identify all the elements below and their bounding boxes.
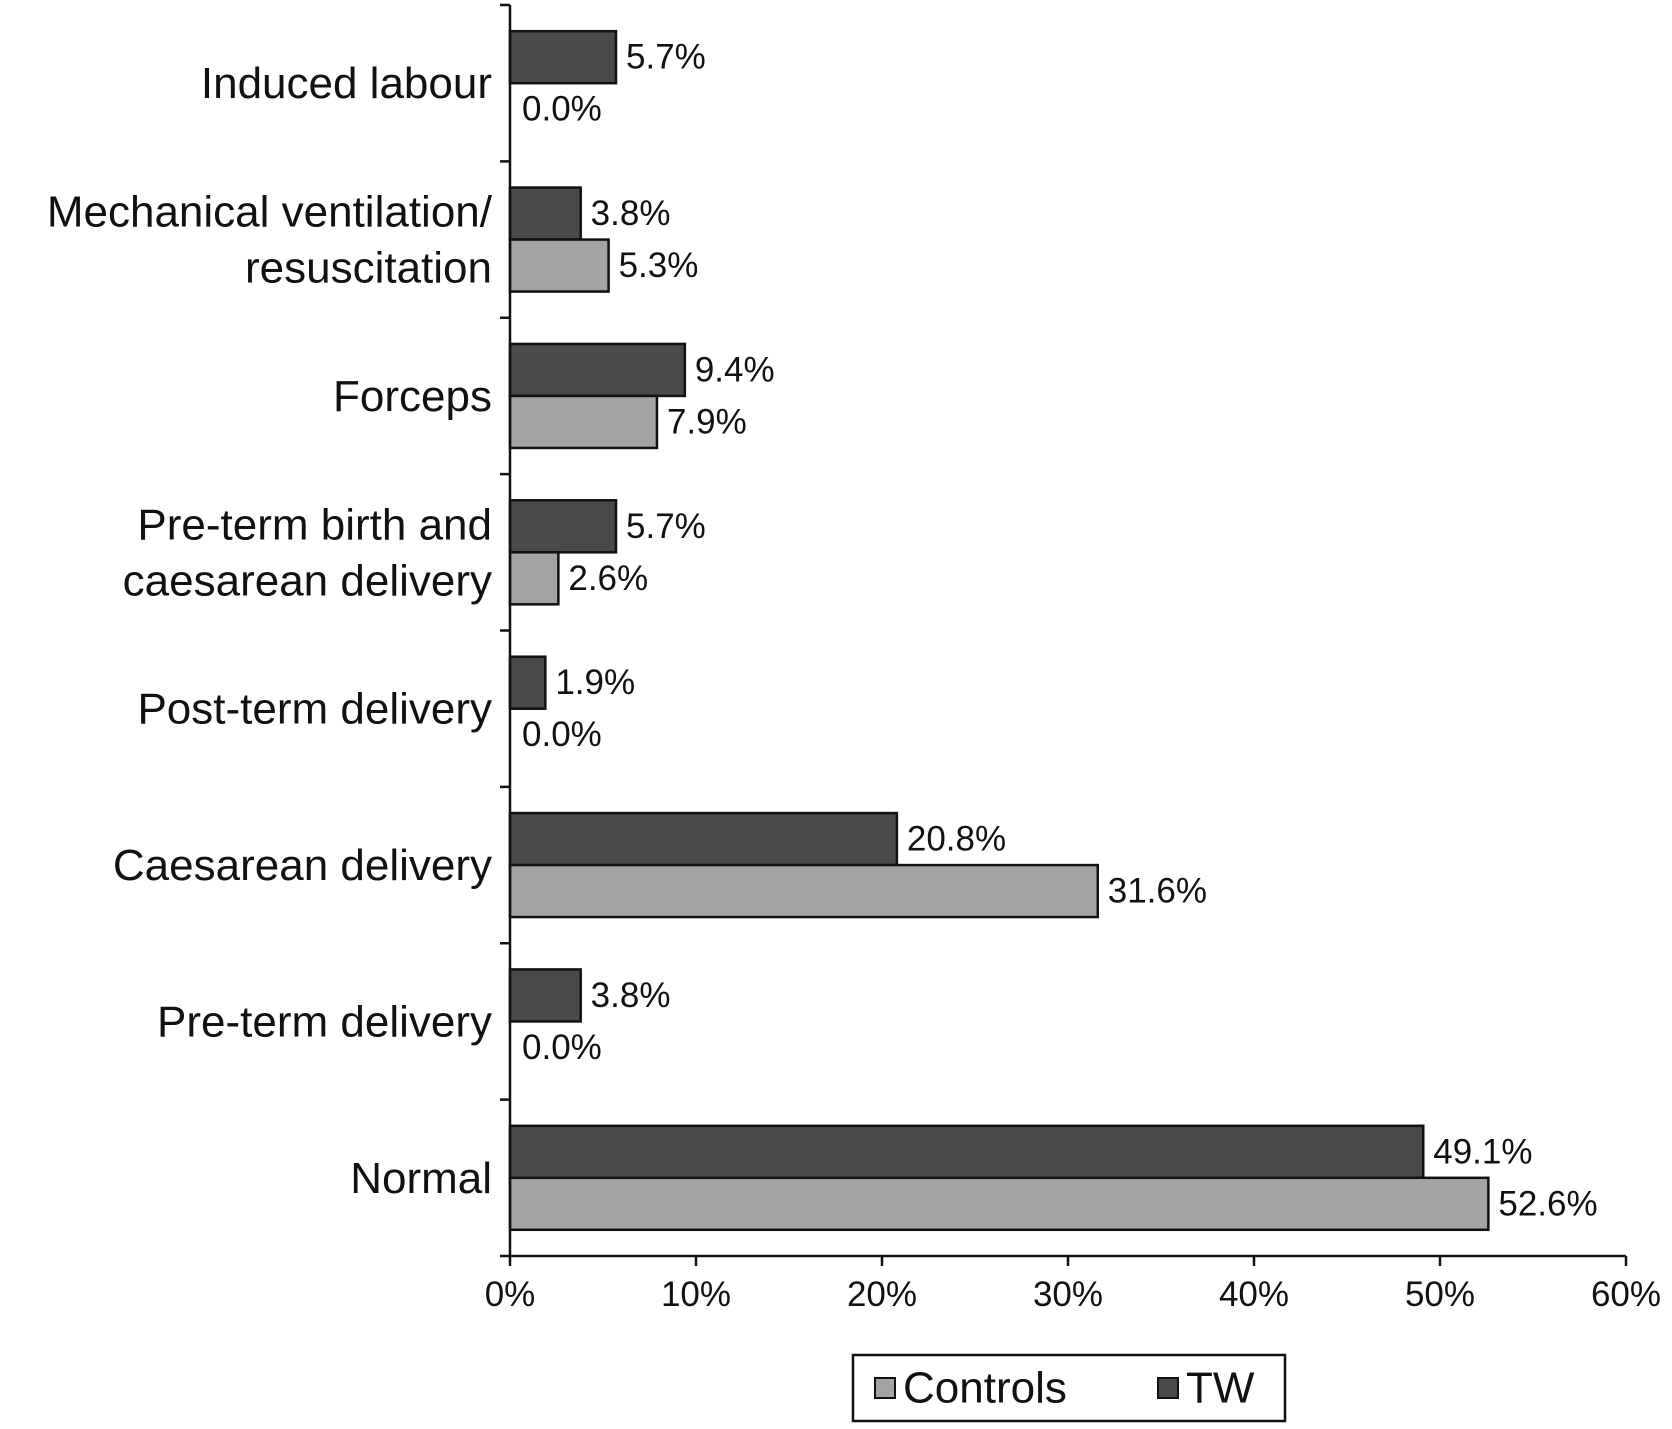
data-label-controls-2: 7.9% <box>667 402 747 441</box>
data-label-controls-3: 2.6% <box>568 559 648 598</box>
x-tick-label-2: 20% <box>847 1275 917 1314</box>
bar-controls-1 <box>508 238 610 293</box>
category-label-0: Induced labour <box>201 59 492 108</box>
x-tick-label-3: 30% <box>1033 1275 1103 1314</box>
data-label-controls-1: 5.3% <box>619 246 699 285</box>
bar-tw-3 <box>508 499 618 554</box>
data-label-tw-2: 9.4% <box>695 350 775 389</box>
category-label-4: Post-term delivery <box>137 684 492 733</box>
x-tick-label-5: 50% <box>1405 1275 1475 1314</box>
category-label-5: Caesarean delivery <box>113 841 492 890</box>
bar-controls-2 <box>508 394 659 450</box>
bar-tw-0 <box>508 29 618 85</box>
x-tick-label-4: 40% <box>1219 1275 1289 1314</box>
data-label-controls-0: 0.0% <box>522 90 602 129</box>
bar-tw-6 <box>508 968 582 1023</box>
category-label-6: Pre-term delivery <box>157 997 492 1046</box>
bar-controls-3 <box>508 551 560 606</box>
bar-tw-7 <box>508 1124 1425 1180</box>
data-label-tw-6: 3.8% <box>591 976 671 1015</box>
data-label-tw-3: 5.7% <box>626 507 706 546</box>
x-tick-label-1: 10% <box>661 1275 731 1314</box>
legend: Controls TW <box>851 1353 1287 1423</box>
category-label-3: Pre-term birth and caesarean delivery <box>123 500 492 605</box>
data-label-tw-0: 5.7% <box>626 38 706 77</box>
data-label-tw-7: 49.1% <box>1433 1132 1532 1171</box>
legend-box <box>851 1353 1287 1423</box>
legend-swatch-tw <box>1157 1377 1179 1399</box>
x-tick-label-6: 60% <box>1591 1275 1661 1314</box>
category-label-2: Forceps <box>333 371 492 420</box>
bar-tw-4 <box>508 655 547 710</box>
data-label-tw-1: 3.8% <box>591 194 671 233</box>
category-label-1: Mechanical ventilation/resuscitation <box>47 187 493 292</box>
data-label-controls-7: 52.6% <box>1498 1184 1597 1223</box>
data-label-tw-4: 1.9% <box>555 663 635 702</box>
bar-tw-5 <box>508 811 899 867</box>
data-label-controls-6: 0.0% <box>522 1028 602 1067</box>
bar-tw-1 <box>508 186 582 241</box>
bar-controls-5 <box>508 863 1100 919</box>
legend-label-controls: Controls <box>903 1364 1067 1413</box>
bar-controls-7 <box>508 1176 1490 1232</box>
legend-swatch-controls <box>874 1377 896 1399</box>
data-label-controls-4: 0.0% <box>522 715 602 754</box>
data-labels-layer: 5.7% 0.0% 3.8% 5.3% 9.4% 7.9% 5.7% 2.6% 1.9% 0.0%… <box>522 38 1598 1224</box>
x-tick-label-0: 0% <box>485 1275 536 1314</box>
data-label-tw-5: 20.8% <box>907 820 1006 859</box>
category-label-7: Normal <box>350 1153 492 1202</box>
bars-layer <box>508 29 1490 1232</box>
axes-layer: 0% 10% 20% 30% 40% 50% 60% <box>485 3 1661 1314</box>
bar-tw-2 <box>508 342 687 398</box>
data-label-controls-5: 31.6% <box>1108 872 1207 911</box>
legend-label-tw: TW <box>1186 1364 1255 1413</box>
category-labels-layer: Induced labour Mechanical ventilation/res… <box>47 59 493 1203</box>
